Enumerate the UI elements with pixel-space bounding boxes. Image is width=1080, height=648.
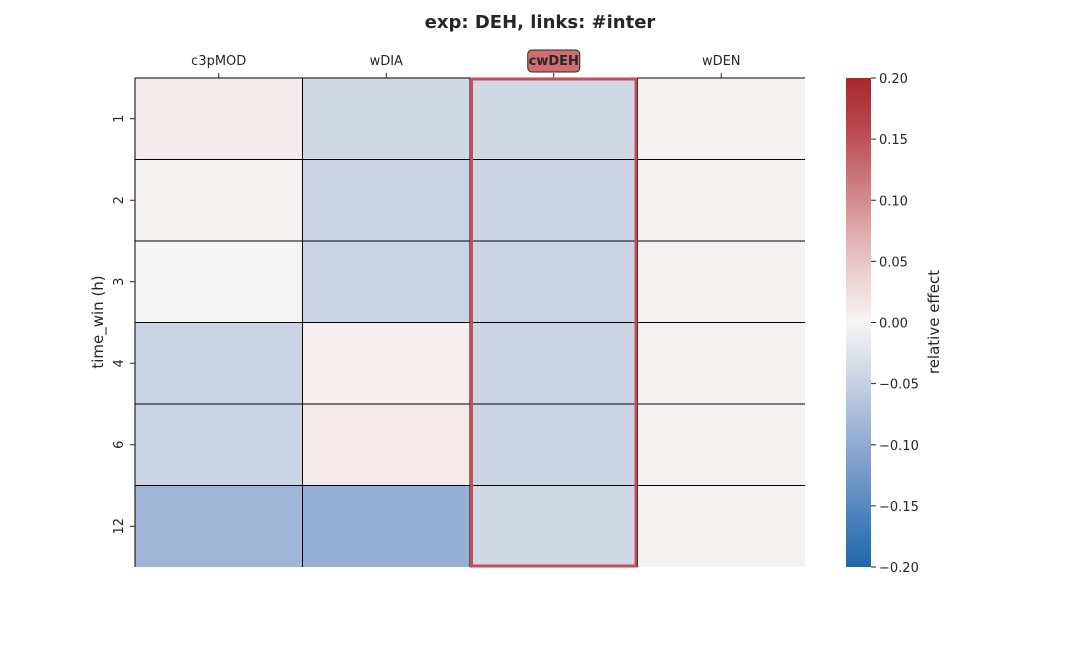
colorbar-tick-label: −0.05 <box>879 378 919 393</box>
chart-title: exp: DEH, links: #inter <box>425 12 656 33</box>
heatmap-cell <box>302 159 470 241</box>
y-tick-label: 2 <box>112 196 127 204</box>
colorbar-ticks: 0.20 0.15 0.10 0.05 0.00 −0.05 −0.10 −0.15 −0.20 <box>871 72 919 576</box>
heatmap-cell <box>135 159 303 241</box>
heatmap-cell <box>470 241 638 323</box>
y-tick-label: 1 <box>112 115 127 123</box>
highlight-group <box>470 77 638 568</box>
colorbar-label: relative effect <box>925 270 943 374</box>
colorbar-tick-label: 0.20 <box>879 72 908 87</box>
x-axis-ticks: c3pMOD wDIA cwDEH wDEN <box>191 49 741 78</box>
x-tick-label: wDEN <box>702 54 741 69</box>
x-tick-label: cwDEH <box>529 54 579 69</box>
heatmap-cell <box>470 404 638 486</box>
heatmap-cell <box>637 159 805 241</box>
x-tick-label: wDIA <box>370 54 403 69</box>
highlight-label-box <box>527 49 581 73</box>
heatmap-cell <box>302 485 470 567</box>
heatmap-cell <box>135 322 303 404</box>
heatmap-cell <box>302 78 470 160</box>
heatmap-cell <box>470 159 638 241</box>
colorbar-tick-label: −0.10 <box>879 439 919 454</box>
y-tick-label: 12 <box>112 518 127 535</box>
heatmap-cell <box>135 404 303 486</box>
heatmap-cell <box>637 241 805 323</box>
heatmap-cell <box>637 485 805 567</box>
heatmap-cell <box>135 485 303 567</box>
y-axis-label: time_win (h) <box>89 275 108 368</box>
heatmap-cell <box>470 485 638 567</box>
colorbar-tick-label: 0.15 <box>879 133 908 148</box>
heatmap-cell <box>470 322 638 404</box>
colorbar <box>846 78 871 567</box>
y-tick-label: 3 <box>112 278 127 286</box>
colorbar-tick-label: 0.00 <box>879 317 908 332</box>
colorbar-tick-label: −0.20 <box>879 561 919 576</box>
heatmap-cell <box>135 241 303 323</box>
colorbar-tick-label: −0.15 <box>879 500 919 515</box>
heatmap-cell <box>135 78 303 160</box>
heatmap-cell <box>637 404 805 486</box>
heatmap-cell <box>302 241 470 323</box>
heatmap-cell <box>637 78 805 160</box>
colorbar-tick-label: 0.10 <box>879 194 908 209</box>
heatmap-cells <box>134 77 805 567</box>
highlight-column-border <box>470 77 638 568</box>
colorbar-tick-label: 0.05 <box>879 255 908 270</box>
x-tick-label: c3pMOD <box>191 54 246 69</box>
y-tick-label: 4 <box>112 359 127 367</box>
heatmap-cell <box>470 78 638 160</box>
heatmap-cell <box>637 322 805 404</box>
heatmap-cell <box>302 322 470 404</box>
y-tick-label: 6 <box>112 441 127 449</box>
heatmap-cell <box>302 404 470 486</box>
